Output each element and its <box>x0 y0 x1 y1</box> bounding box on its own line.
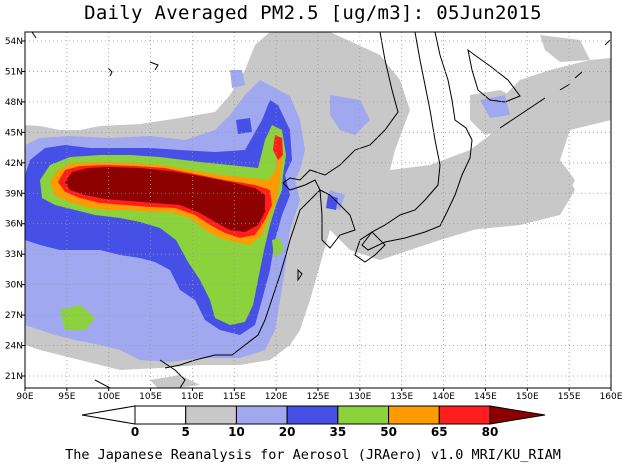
lat-label: 21N <box>5 372 23 382</box>
colorbar: 0 5 10 20 35 50 65 80 <box>81 405 546 439</box>
coastlines <box>31 32 611 388</box>
colorbar-label: 50 <box>380 425 397 439</box>
footer-credit: The Japanese Reanalysis for Aerosol (JRA… <box>65 447 561 463</box>
colorbar-label: 10 <box>228 425 245 439</box>
lat-label: 51N <box>5 67 23 77</box>
colorbar-label: 5 <box>182 425 190 439</box>
colorbar-high-triangle <box>489 405 546 425</box>
colorbar-swatch <box>388 405 440 425</box>
lon-label: 100E <box>97 392 120 402</box>
pm25-concentration-field <box>25 32 611 388</box>
contour-80-plus <box>65 167 265 232</box>
lat-label: 30N <box>5 281 23 291</box>
lon-label: 120E <box>265 392 288 402</box>
lon-label: 115E <box>223 392 246 402</box>
lat-label: 36N <box>5 220 23 230</box>
colorbar-label: 20 <box>279 425 296 439</box>
lon-label: 155E <box>558 392 581 402</box>
colorbar-swatch <box>235 405 288 425</box>
lat-label: 24N <box>5 342 23 352</box>
lon-label: 150E <box>516 392 539 402</box>
lat-label: 45N <box>5 128 23 138</box>
lat-label: 27N <box>5 311 23 321</box>
lat-label: 54N <box>5 37 23 47</box>
lat-label: 39N <box>5 189 23 199</box>
colorbar-swatch <box>185 405 237 425</box>
colorbar-swatch <box>438 405 491 425</box>
colorbar-label: 80 <box>482 425 499 439</box>
lon-label: 160E <box>600 392 623 402</box>
map-title: Daily Averaged PM2.5 [ug/m3]: 05Jun2015 <box>84 2 542 24</box>
lon-label: 130E <box>348 392 371 402</box>
longitude-labels: 90E 95E 100E 105E 110E 115E 120E 125E 130E 135E 14… <box>16 388 623 402</box>
colorbar-low-triangle <box>81 405 136 425</box>
lon-label: 95E <box>58 392 75 402</box>
colorbar-label: 35 <box>330 425 347 439</box>
colorbar-swatch <box>134 405 187 425</box>
lon-label: 125E <box>307 392 330 402</box>
colorbar-swatch <box>337 405 390 425</box>
lon-label: 90E <box>16 392 33 402</box>
lon-label: 105E <box>139 392 162 402</box>
lat-label: 42N <box>5 159 23 169</box>
lon-label: 145E <box>474 392 497 402</box>
colorbar-swatch <box>286 405 339 425</box>
lon-label: 140E <box>432 392 455 402</box>
lon-label: 110E <box>181 392 204 402</box>
colorbar-label: 0 <box>131 425 139 439</box>
graticule <box>25 32 611 388</box>
colorbar-label: 65 <box>431 425 448 439</box>
lon-label: 135E <box>390 392 413 402</box>
latitude-labels: 54N 51N 48N 45N 42N 39N 36N 33N 30N 27N 24N 21N <box>5 37 25 382</box>
lat-label: 48N <box>5 98 23 108</box>
lat-label: 33N <box>5 250 23 260</box>
